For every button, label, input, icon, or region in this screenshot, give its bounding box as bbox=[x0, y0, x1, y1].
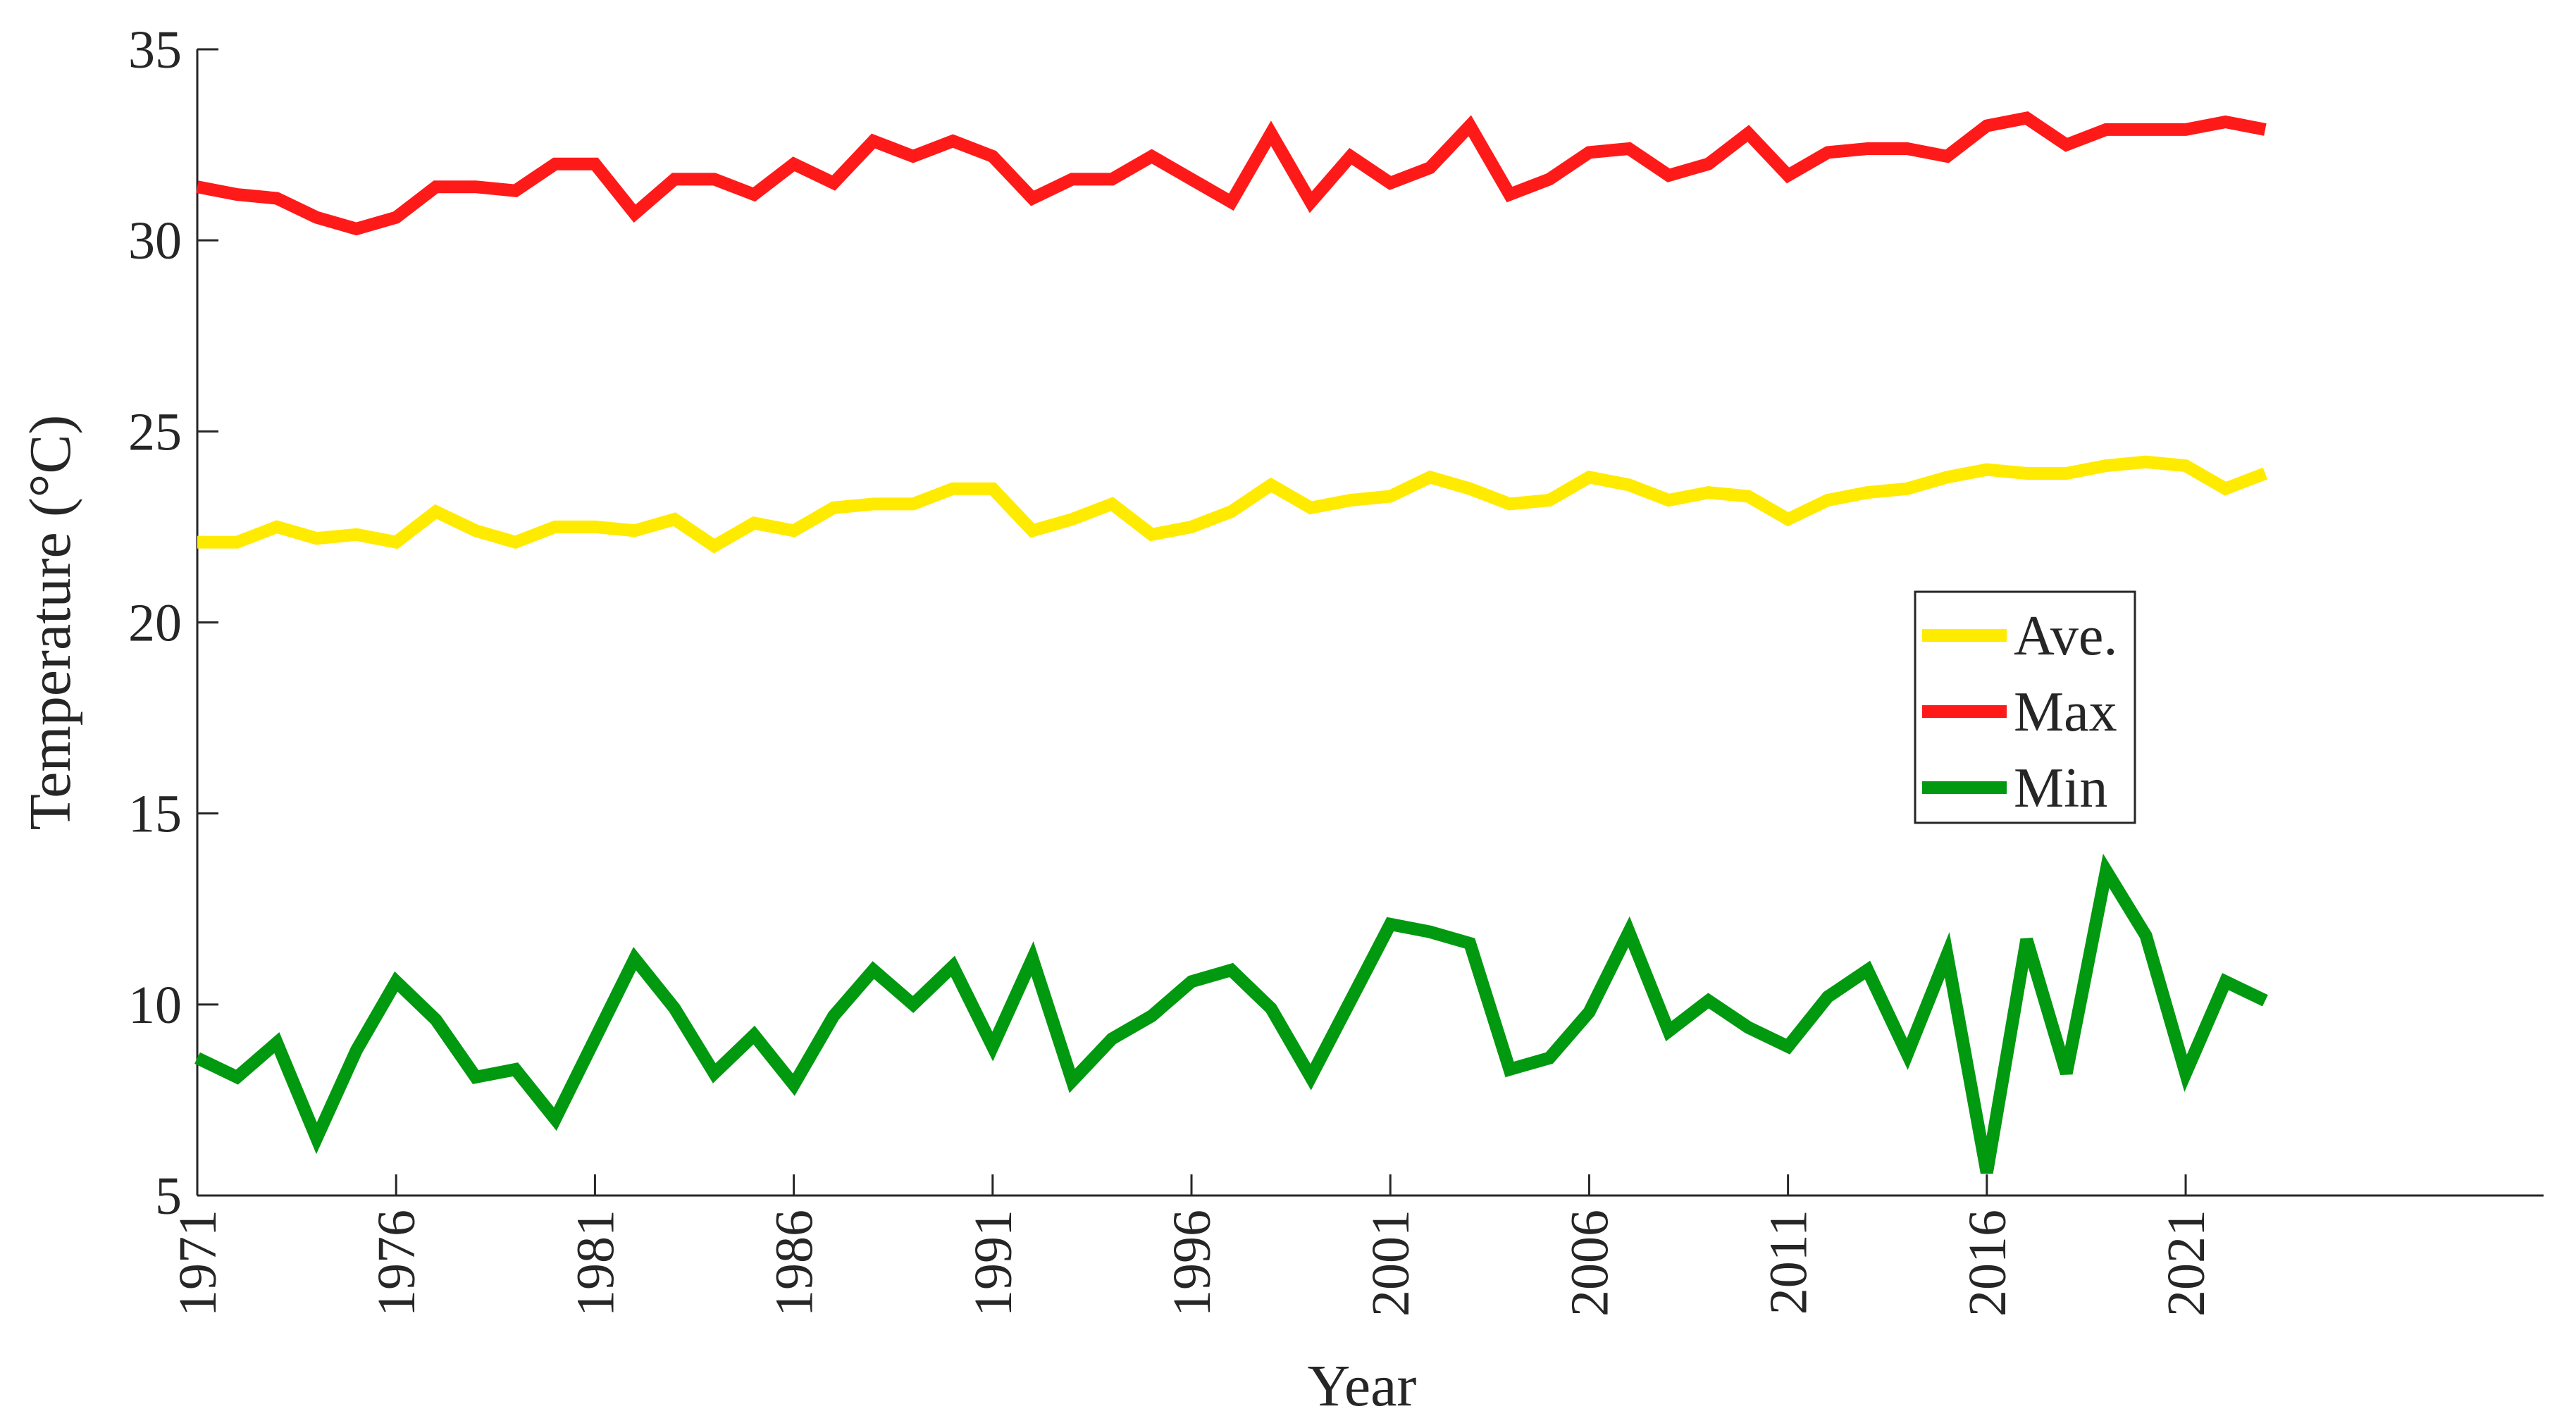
y-tick-label: 5 bbox=[155, 1167, 182, 1226]
x-tick-label: 1986 bbox=[765, 1210, 824, 1317]
x-tick-label: 1976 bbox=[367, 1210, 426, 1317]
x-tick-label: 1981 bbox=[566, 1210, 625, 1317]
axes: 5 10 15 20 25 30 35 1971 1976 1981 1986 1991 1996 200… bbox=[128, 20, 2544, 1317]
y-tick-label: 15 bbox=[128, 785, 182, 844]
x-tick-label: 1991 bbox=[964, 1210, 1023, 1317]
x-tick-label: 2006 bbox=[1560, 1210, 1619, 1317]
x-tick-label: 1971 bbox=[168, 1210, 228, 1317]
y-axis-label: Temperature (°C) bbox=[18, 415, 83, 831]
x-tick-label: 2011 bbox=[1759, 1210, 1819, 1315]
y-tick-label: 30 bbox=[128, 211, 182, 271]
series-line-min bbox=[194, 853, 2268, 1174]
legend: Ave. Max Min bbox=[1914, 590, 2136, 824]
x-tick-label: 1996 bbox=[1163, 1210, 1222, 1317]
y-tick-label: 20 bbox=[128, 594, 182, 653]
x-tick-label: 2001 bbox=[1361, 1210, 1420, 1317]
x-axis-label: Year bbox=[1308, 1353, 1417, 1419]
y-tick-label: 25 bbox=[128, 402, 182, 461]
legend-label-max: Max bbox=[2014, 681, 2117, 743]
legend-label-ave: Ave. bbox=[2014, 605, 2117, 667]
y-tick-label: 10 bbox=[128, 976, 182, 1035]
series-group bbox=[194, 111, 2268, 1174]
series-line-max bbox=[196, 111, 2267, 236]
series-line-ave bbox=[197, 455, 2268, 554]
x-tick-label: 2016 bbox=[1958, 1210, 2017, 1317]
legend-label-min: Min bbox=[2014, 757, 2107, 819]
y-tick-label: 35 bbox=[128, 20, 182, 80]
x-tick-label: 2021 bbox=[2157, 1210, 2216, 1317]
